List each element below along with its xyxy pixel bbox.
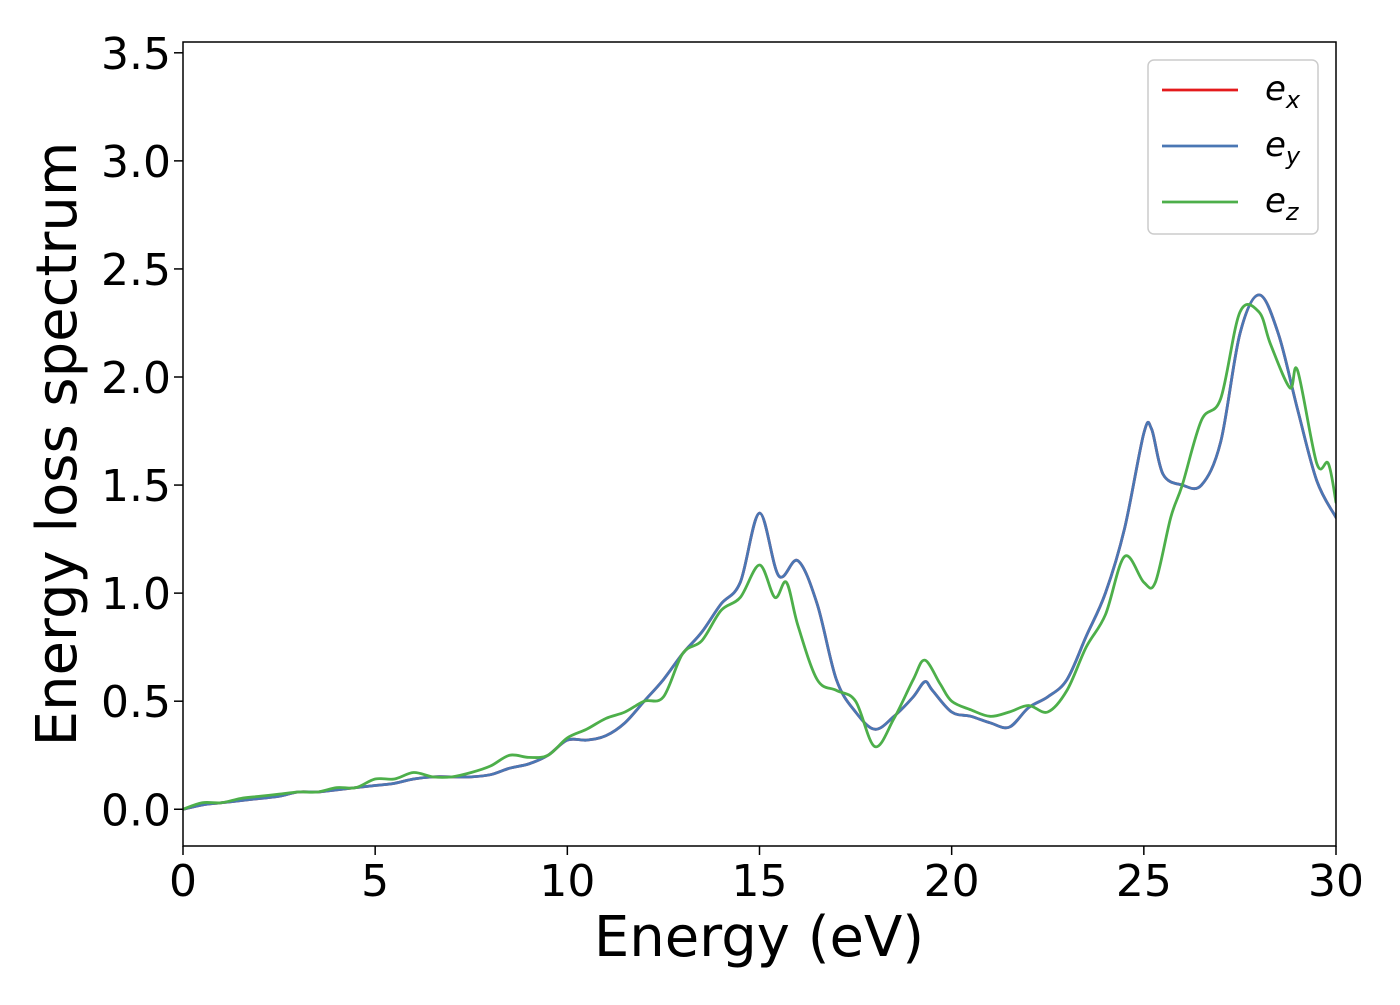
y-tick-label: 1.0 bbox=[101, 569, 171, 620]
x-tick-label: 15 bbox=[732, 856, 788, 907]
x-tick-label: 20 bbox=[924, 856, 980, 907]
legend-label-main: e bbox=[1265, 181, 1286, 221]
series-line-e-z bbox=[183, 303, 1336, 811]
y-tick-label: 1.5 bbox=[101, 461, 171, 512]
x-tick-label: 0 bbox=[169, 856, 197, 907]
legend-label-subscript: y bbox=[1285, 142, 1301, 170]
legend-label-main: e bbox=[1265, 69, 1286, 109]
y-tick-label: 3.0 bbox=[101, 137, 171, 188]
y-tick-label: 2.5 bbox=[101, 245, 171, 296]
legend-label-e-x: ex bbox=[1265, 69, 1301, 114]
x-tick-label: 10 bbox=[539, 856, 595, 907]
series-line-e-y bbox=[183, 293, 1336, 811]
x-axis: 0 5 10 15 20 25 30 bbox=[169, 846, 1364, 907]
y-tick-label: 2.0 bbox=[101, 353, 171, 404]
series-layer bbox=[183, 293, 1336, 811]
x-axis-label: Energy (eV) bbox=[594, 905, 924, 970]
x-tick-label: 25 bbox=[1116, 856, 1172, 907]
y-tick-label: 3.5 bbox=[101, 29, 171, 80]
legend-label-e-y: ey bbox=[1265, 125, 1301, 170]
y-tick-label: 0.5 bbox=[101, 677, 171, 728]
x-tick-label: 5 bbox=[361, 856, 389, 907]
x-tick-label: 30 bbox=[1308, 856, 1364, 907]
legend-label-subscript: x bbox=[1285, 86, 1301, 114]
legend-label-e-z: ez bbox=[1265, 181, 1300, 226]
legend-label-main: e bbox=[1265, 125, 1286, 165]
legend-label-subscript: z bbox=[1285, 198, 1300, 226]
y-tick-label: 0.0 bbox=[101, 785, 171, 836]
y-axis: 0.0 0.5 1.0 1.5 2.0 2.5 3.0 3.5 bbox=[101, 29, 183, 836]
y-axis-label: Energy loss spectrum bbox=[25, 142, 90, 747]
